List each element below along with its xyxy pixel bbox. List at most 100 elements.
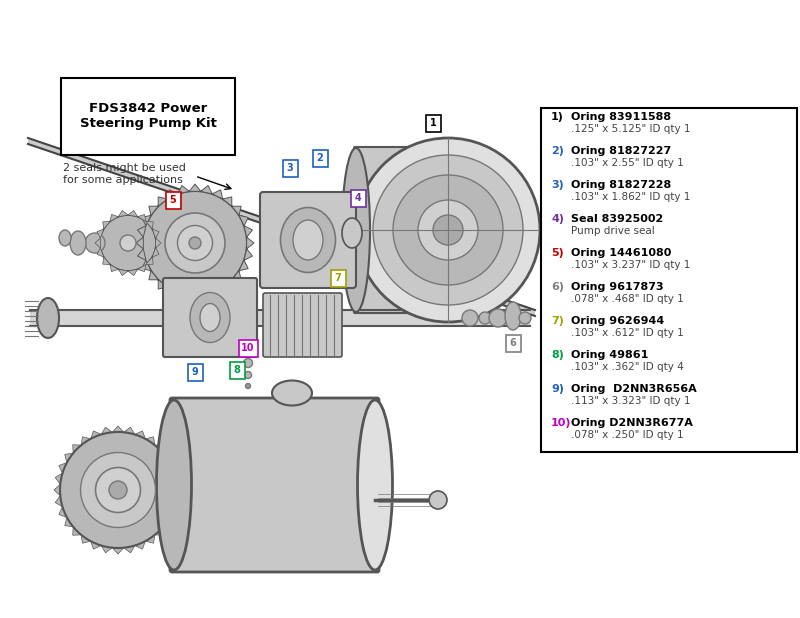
Text: Oring 9617873: Oring 9617873	[571, 282, 664, 292]
Polygon shape	[82, 535, 90, 543]
Ellipse shape	[37, 298, 59, 338]
Polygon shape	[102, 221, 110, 229]
Polygon shape	[146, 535, 154, 543]
Polygon shape	[222, 280, 232, 289]
Polygon shape	[169, 463, 177, 473]
Polygon shape	[244, 249, 253, 260]
FancyBboxPatch shape	[163, 278, 257, 357]
Text: Oring 81827227: Oring 81827227	[571, 146, 671, 156]
Text: 8: 8	[234, 365, 241, 375]
Ellipse shape	[433, 215, 463, 245]
Polygon shape	[149, 271, 158, 280]
Text: 8): 8)	[551, 350, 564, 360]
Polygon shape	[189, 295, 201, 302]
FancyBboxPatch shape	[541, 108, 797, 452]
Ellipse shape	[95, 467, 141, 512]
Polygon shape	[167, 287, 178, 296]
FancyBboxPatch shape	[260, 192, 356, 288]
Ellipse shape	[245, 371, 251, 378]
Ellipse shape	[100, 215, 156, 271]
Polygon shape	[90, 541, 101, 549]
Polygon shape	[30, 310, 530, 326]
Polygon shape	[59, 507, 67, 517]
Ellipse shape	[479, 312, 491, 324]
Text: 5): 5)	[551, 248, 564, 258]
Ellipse shape	[462, 310, 478, 326]
Ellipse shape	[243, 358, 253, 368]
Text: .103" x .612" ID qty 1: .103" x .612" ID qty 1	[571, 328, 684, 338]
Text: 6): 6)	[551, 282, 564, 292]
Ellipse shape	[356, 138, 540, 322]
Polygon shape	[152, 248, 159, 257]
Ellipse shape	[281, 208, 335, 273]
Polygon shape	[158, 280, 167, 289]
Polygon shape	[90, 431, 101, 439]
Polygon shape	[212, 287, 222, 296]
Polygon shape	[246, 237, 254, 249]
Text: 3: 3	[286, 163, 294, 173]
Polygon shape	[178, 185, 189, 194]
Ellipse shape	[189, 237, 201, 249]
Text: Seal 83925002: Seal 83925002	[571, 214, 663, 224]
Text: 3): 3)	[551, 180, 564, 190]
Polygon shape	[146, 221, 154, 229]
Text: .103" x 1.862" ID qty 1: .103" x 1.862" ID qty 1	[571, 192, 690, 202]
Ellipse shape	[293, 220, 323, 260]
Ellipse shape	[165, 213, 225, 273]
Polygon shape	[54, 485, 60, 496]
FancyBboxPatch shape	[330, 269, 346, 287]
FancyBboxPatch shape	[354, 147, 449, 313]
Polygon shape	[73, 445, 82, 453]
Polygon shape	[201, 292, 212, 300]
FancyBboxPatch shape	[230, 362, 245, 378]
Text: 1): 1)	[551, 112, 564, 122]
Polygon shape	[244, 226, 253, 237]
Polygon shape	[232, 271, 241, 280]
Text: .103" x 3.237" ID qty 1: .103" x 3.237" ID qty 1	[571, 260, 690, 270]
Ellipse shape	[393, 175, 503, 285]
FancyBboxPatch shape	[350, 190, 366, 206]
Text: .103" x 2.55" ID qty 1: .103" x 2.55" ID qty 1	[571, 158, 684, 168]
Text: 4: 4	[354, 193, 362, 203]
Polygon shape	[112, 426, 124, 432]
Polygon shape	[158, 197, 167, 206]
Ellipse shape	[418, 200, 478, 260]
Ellipse shape	[342, 148, 370, 312]
Text: 7): 7)	[551, 316, 564, 326]
Ellipse shape	[489, 309, 507, 327]
Ellipse shape	[109, 481, 127, 499]
Polygon shape	[118, 269, 128, 276]
Polygon shape	[124, 427, 135, 434]
Polygon shape	[97, 248, 104, 257]
Polygon shape	[101, 546, 112, 552]
Polygon shape	[146, 257, 154, 265]
Ellipse shape	[60, 432, 176, 548]
Text: Oring 49861: Oring 49861	[571, 350, 648, 360]
Polygon shape	[163, 517, 171, 527]
Ellipse shape	[178, 226, 213, 261]
Polygon shape	[178, 292, 189, 300]
FancyBboxPatch shape	[313, 150, 327, 166]
Polygon shape	[176, 485, 182, 496]
Polygon shape	[59, 463, 67, 473]
Ellipse shape	[85, 233, 105, 253]
Text: 2: 2	[317, 153, 323, 163]
Text: Oring 9626944: Oring 9626944	[571, 316, 664, 326]
Text: 10: 10	[242, 343, 254, 353]
Text: 6: 6	[510, 338, 516, 348]
Text: Oring  D2NN3R656A: Oring D2NN3R656A	[571, 384, 697, 394]
Polygon shape	[212, 190, 222, 199]
Polygon shape	[138, 214, 146, 221]
Polygon shape	[136, 237, 143, 249]
Polygon shape	[101, 427, 112, 434]
Text: .078" x .468" ID qty 1: .078" x .468" ID qty 1	[571, 294, 684, 304]
Polygon shape	[201, 185, 212, 194]
Polygon shape	[97, 229, 104, 238]
Polygon shape	[135, 431, 146, 439]
Text: .125" x 5.125" ID qty 1: .125" x 5.125" ID qty 1	[571, 124, 690, 134]
FancyBboxPatch shape	[61, 78, 235, 155]
Text: Oring 81827228: Oring 81827228	[571, 180, 671, 190]
Text: 7: 7	[334, 273, 342, 283]
Ellipse shape	[505, 302, 521, 330]
Polygon shape	[95, 238, 101, 248]
